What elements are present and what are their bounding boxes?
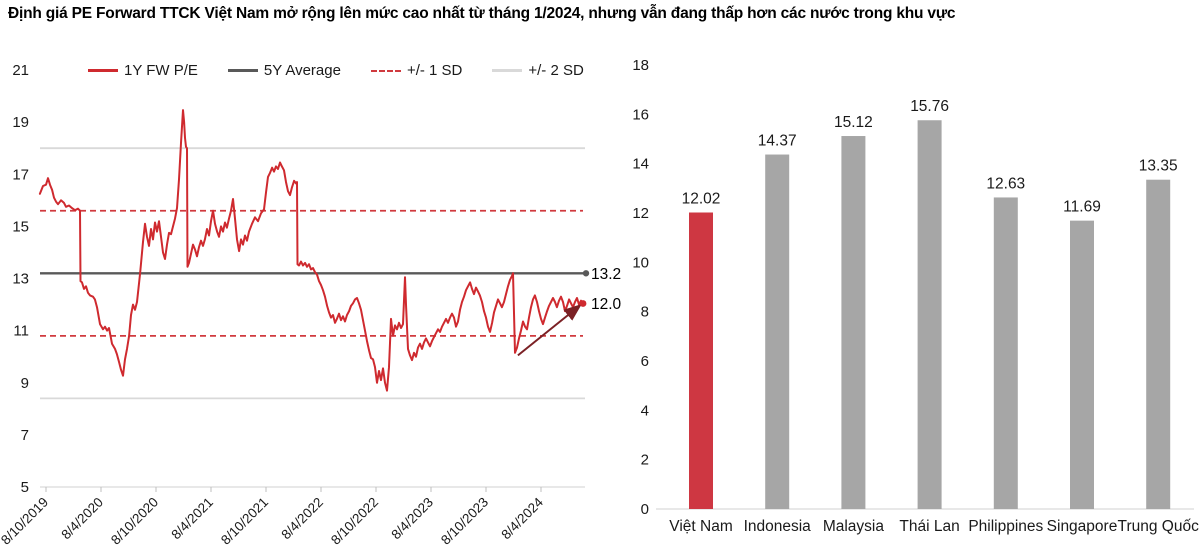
bar-việt-nam (689, 212, 713, 509)
bar-singapore (1070, 220, 1094, 510)
x-axis-label: 8/4/2024 (498, 494, 546, 542)
series-end-dot (579, 300, 587, 307)
avg-end-dot (582, 270, 590, 277)
bar-category-label: Trung Quốc (1118, 518, 1200, 535)
x-axis-label: 8/10/2022 (328, 495, 381, 548)
x-axis-label: 8/10/2023 (438, 495, 491, 548)
y-axis-label: 0 (641, 501, 649, 518)
y-axis-label: 15 (12, 218, 29, 235)
y-axis-label: 10 (632, 254, 649, 271)
bar-thái-lan (917, 120, 942, 509)
legend-label: 5Y Average (263, 62, 341, 79)
line-chart-legend: 1Y FW P/E 5Y Average +/- 1 SD +/- 2 SD (88, 62, 584, 79)
y-axis-label: 19 (12, 114, 29, 131)
bar-category-label: Indonesia (744, 518, 812, 535)
y-axis-label: 18 (632, 57, 649, 74)
x-axis-label: 8/4/2021 (168, 495, 216, 543)
y-axis-label: 11 (13, 323, 29, 340)
legend-swatch-dashed-line (370, 69, 401, 72)
legend-swatch-line (227, 69, 258, 72)
page-title: Định giá PE Forward TTCK Việt Nam mở rộn… (8, 5, 956, 22)
avg-value-annotation: 13.2 (591, 266, 621, 283)
y-axis-label: 9 (21, 375, 29, 392)
pe-series-line (38, 109, 584, 392)
bar-malaysia (841, 136, 866, 509)
legend-item-1: 5Y Average (227, 62, 341, 79)
bar-value-label: 15.76 (910, 98, 949, 115)
y-axis-label: 12 (632, 205, 649, 222)
y-axis-label: 7 (21, 427, 29, 444)
regional-pe-bar-chart: 0 2 4 6 8 10 12 14 16 18 12.02 Việt Nam 14.37 Indones… (632, 57, 1200, 535)
x-axis-label: 8/10/2019 (0, 495, 51, 548)
y-axis-label: 21 (12, 62, 29, 79)
legend-item-3: +/- 2 SD (492, 62, 584, 79)
y-axis-label: 4 (641, 402, 649, 419)
y-axis-label: 16 (632, 106, 649, 123)
bar-value-label: 12.02 (682, 191, 721, 208)
y-axis-label: 8 (641, 304, 649, 321)
y-axis-label: 14 (632, 156, 649, 173)
x-axis-label: 8/10/2021 (218, 495, 271, 548)
bar-value-label: 12.63 (986, 175, 1025, 192)
bar-value-label: 14.37 (758, 133, 797, 150)
legend-label: +/- 1 SD (406, 62, 463, 79)
bar-category-label: Philippines (968, 518, 1043, 535)
legend-label: +/- 2 SD (528, 62, 584, 79)
latest-value-annotation: 12.0 (591, 296, 622, 313)
y-axis-label: 5 (21, 479, 29, 496)
x-axis-label: 8/4/2020 (58, 495, 106, 543)
bar-category-label: Thái Lan (899, 518, 959, 535)
bar-philippines (993, 197, 1018, 509)
x-axis-label: 8/4/2022 (278, 495, 326, 543)
y-axis-label: 13 (12, 271, 29, 288)
bar-category-label: Singapore (1047, 518, 1118, 535)
legend-item-2: +/- 1 SD (370, 62, 463, 79)
trend-arrow (517, 303, 582, 357)
y-axis-label: 17 (12, 166, 29, 183)
bar-indonesia (765, 154, 790, 509)
legend-label: 1Y FW P/E (124, 62, 198, 79)
bar-value-label: 15.12 (834, 114, 873, 131)
bar-category-label: Malaysia (823, 518, 885, 535)
bar-value-label: 11.69 (1063, 199, 1101, 216)
x-axis-label: 8/4/2023 (388, 495, 436, 543)
legend-swatch-line (88, 69, 118, 72)
legend-swatch-line (492, 69, 523, 72)
x-axis-label: 8/10/2020 (108, 495, 161, 548)
bar-trung-quốc (1146, 179, 1171, 509)
y-axis-label: 2 (641, 452, 649, 469)
bar-category-label: Việt Nam (669, 518, 732, 535)
legend-item-0: 1Y FW P/E (88, 62, 198, 79)
bar-value-label: 13.35 (1139, 158, 1178, 175)
y-axis-label: 6 (641, 353, 649, 370)
